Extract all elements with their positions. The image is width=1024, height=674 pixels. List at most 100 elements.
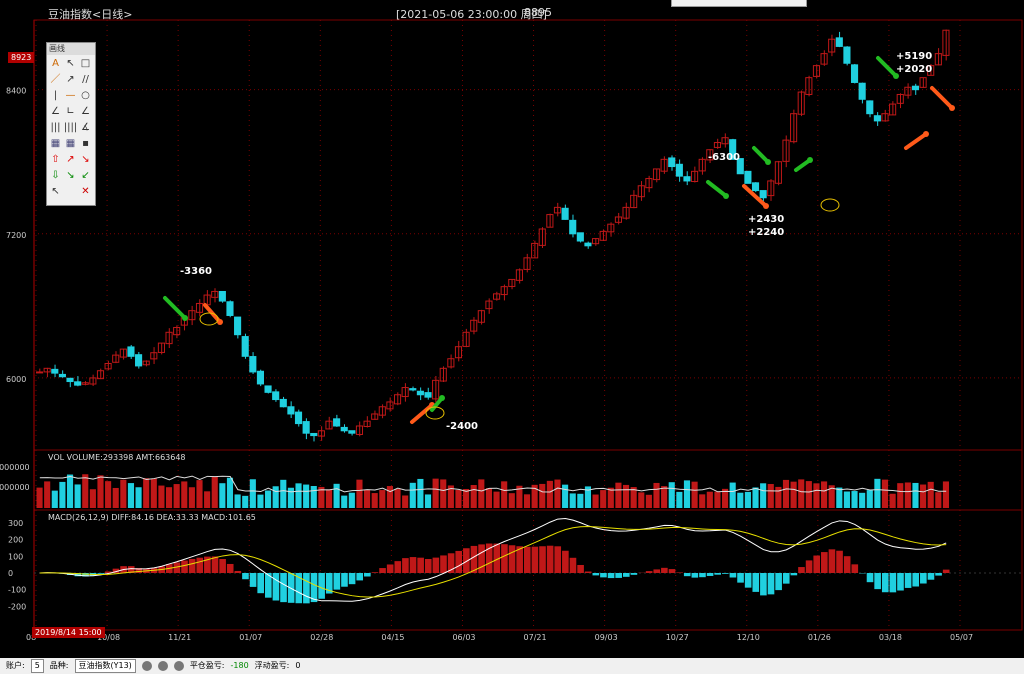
candle-body bbox=[531, 242, 539, 259]
volume-bar bbox=[219, 483, 226, 508]
delete-icon[interactable]: ✕ bbox=[81, 186, 90, 197]
date-tick: 06/03 bbox=[452, 633, 475, 642]
zoom-out-icon[interactable] bbox=[141, 661, 152, 671]
gann-lines-icon[interactable]: ||| bbox=[50, 122, 61, 133]
volume-bar bbox=[523, 494, 531, 508]
horizontal-line-icon[interactable]: — bbox=[65, 90, 76, 101]
trade-marker-circle bbox=[425, 406, 445, 420]
volume-bar bbox=[234, 494, 241, 508]
candle-body bbox=[736, 158, 744, 175]
fib-lines-icon[interactable]: |||| bbox=[63, 122, 78, 133]
settings-icon[interactable] bbox=[173, 661, 184, 671]
up-left-arrow-icon[interactable]: ↙ bbox=[81, 170, 90, 181]
volume-bar bbox=[89, 489, 96, 508]
ray-icon[interactable]: ∟ bbox=[66, 106, 75, 117]
price-tick: 7200 bbox=[6, 231, 26, 240]
current-price-tag: 8923 bbox=[8, 52, 35, 63]
trade-arrows bbox=[163, 56, 955, 424]
volume-bar bbox=[836, 487, 843, 508]
candle-body bbox=[592, 238, 600, 245]
volume-bar bbox=[204, 491, 211, 508]
toolbox-grid: A ↖ □ ／ ↗//| — ○ ∠ ∟ ∠ ||| |||| ∡ ▦ ▦ ▪ ⇧ ↗ ↘ ⇩ ↘ ↙ ↖ ✕ bbox=[47, 55, 95, 201]
angle-2-icon[interactable]: ∠ bbox=[81, 106, 90, 117]
volume-bar bbox=[661, 486, 668, 508]
date-tick: 11/21 bbox=[168, 633, 191, 642]
volume-bar bbox=[828, 485, 835, 508]
down-right-arrow-icon[interactable]: ↘ bbox=[66, 170, 75, 181]
volume-bar bbox=[127, 483, 135, 508]
pointer-icon[interactable]: ↖ bbox=[51, 186, 60, 197]
volume-bar bbox=[927, 481, 934, 508]
candle-body bbox=[416, 390, 424, 396]
trade-annotation: -6300 bbox=[708, 152, 740, 163]
date-tick: 02/28 bbox=[310, 633, 333, 642]
up-arrow-icon[interactable]: ⇧ bbox=[51, 154, 60, 165]
volume-bar bbox=[668, 482, 675, 508]
candle-body bbox=[561, 207, 569, 220]
candle-body bbox=[51, 368, 59, 374]
vertical-line-icon[interactable]: | bbox=[53, 90, 58, 101]
line-icon[interactable]: ／ bbox=[50, 74, 61, 85]
volume-bar bbox=[455, 489, 462, 508]
trade-arrow bbox=[706, 180, 728, 198]
volume-bar bbox=[333, 483, 340, 508]
calendar-2-icon[interactable]: ▦ bbox=[65, 138, 76, 149]
macd-tick: 300 bbox=[8, 519, 23, 528]
angle-icon[interactable]: ∠ bbox=[51, 106, 60, 117]
candle-body bbox=[287, 406, 295, 415]
cursor-arrow-icon[interactable]: ↖ bbox=[66, 58, 75, 69]
candle-body bbox=[797, 91, 805, 115]
volume-bar bbox=[554, 479, 561, 508]
text-tool-icon[interactable]: A bbox=[52, 58, 59, 69]
trade-annotation: +5190 bbox=[896, 51, 932, 62]
account-select[interactable]: 5 bbox=[30, 659, 44, 673]
up-right-arrow-icon[interactable]: ↗ bbox=[66, 154, 75, 165]
trade-annotation: +2020 bbox=[896, 64, 932, 75]
volume-bar bbox=[600, 490, 607, 508]
arrow-line-icon[interactable]: ↗ bbox=[66, 74, 75, 85]
down-arrow-icon[interactable]: ⇩ bbox=[51, 170, 60, 181]
save-icon[interactable]: ▪ bbox=[82, 138, 89, 149]
chart-grid bbox=[33, 19, 1023, 631]
candle-body bbox=[782, 139, 790, 162]
status-bar: 账户: 5 品种: 豆油指数(Y13) 平仓盈亏: -180 浮动盈亏: 0 bbox=[0, 658, 1024, 674]
symbol-select[interactable]: 豆油指数(Y13) bbox=[74, 659, 136, 673]
price-tick: 8400 bbox=[6, 87, 26, 96]
volume-ma-line bbox=[39, 475, 947, 493]
volume-bar bbox=[379, 490, 386, 508]
calendar-icon[interactable]: ▦ bbox=[50, 138, 61, 149]
candle-body bbox=[36, 371, 44, 374]
date-tick: 07/21 bbox=[524, 633, 547, 642]
close-pl-value: -180 bbox=[230, 661, 249, 670]
volume-bar bbox=[188, 487, 195, 508]
chart-canvas[interactable]: 8400 7200 6000 2000000 1000000 VOL VOLUME:293… bbox=[0, 0, 1024, 658]
down-left-arrow-icon[interactable]: ↘ bbox=[81, 154, 90, 165]
candle-body bbox=[584, 242, 592, 247]
candle-body bbox=[706, 149, 714, 161]
parallel-lines-icon[interactable]: // bbox=[82, 74, 89, 85]
ellipse-icon[interactable]: ○ bbox=[81, 90, 90, 101]
close-pl-label: 平仓盈亏: bbox=[189, 661, 225, 670]
axis-labels: 8400 7200 6000 2000000 1000000 VOL VOLUME:293… bbox=[0, 51, 973, 642]
volume-bar bbox=[859, 492, 866, 508]
volume-bar bbox=[440, 479, 447, 508]
volume-bars bbox=[36, 474, 949, 508]
volume-bar bbox=[760, 483, 767, 508]
candle-body bbox=[881, 113, 889, 122]
trade-arrow bbox=[410, 403, 434, 424]
drawing-toolbox[interactable]: 画线 A ↖ □ ／ ↗//| — ○ ∠ ∟ ∠ ||| |||| ∡ ▦ ▦ ▪ ⇧ ↗ ↘ ⇩ ↘ ↙ ↖ ✕ bbox=[46, 42, 96, 206]
speed-fan-icon[interactable]: ∡ bbox=[81, 122, 90, 133]
zoom-in-icon[interactable] bbox=[157, 661, 168, 671]
blank-icon[interactable] bbox=[63, 185, 78, 199]
rectangle-icon[interactable]: □ bbox=[80, 58, 91, 69]
candle-body bbox=[569, 219, 577, 235]
candle-body bbox=[371, 413, 379, 420]
candle-body bbox=[805, 77, 813, 95]
volume-bar bbox=[546, 480, 553, 508]
volume-bar bbox=[790, 481, 797, 508]
volume-label: VOL VOLUME:293398 AMT:663648 bbox=[48, 453, 186, 462]
candle-body bbox=[279, 398, 287, 408]
candle-body bbox=[401, 387, 409, 398]
volume-bar bbox=[493, 491, 500, 508]
volume-bar bbox=[386, 486, 393, 508]
